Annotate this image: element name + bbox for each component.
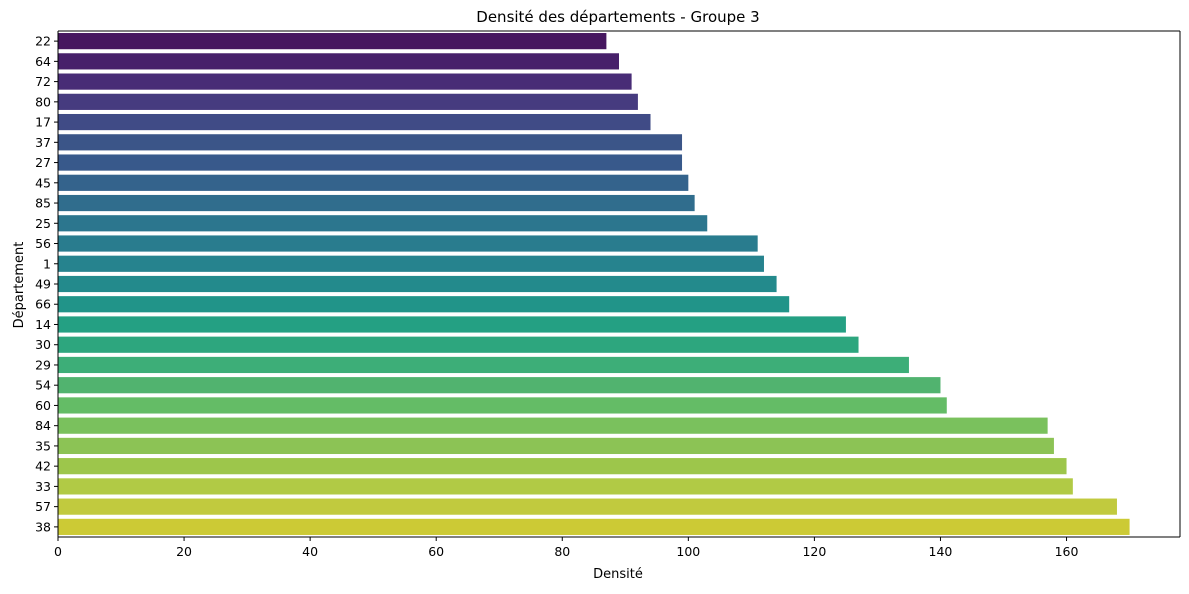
bars-group <box>58 33 1130 535</box>
y-tick-label: 60 <box>35 398 51 413</box>
y-tick-label: 66 <box>35 297 51 312</box>
x-tick-label: 80 <box>554 544 570 559</box>
x-tick-label: 140 <box>929 544 953 559</box>
bar-64 <box>58 53 619 70</box>
chart-title: Densité des départements - Groupe 3 <box>476 8 759 26</box>
y-tick-label: 85 <box>35 196 51 211</box>
bar-72 <box>58 73 632 90</box>
x-tick-label: 20 <box>176 544 192 559</box>
x-axis-ticks: 0 20 40 60 80 100 120 140 160 <box>54 537 1079 559</box>
bar-57 <box>58 498 1117 515</box>
y-tick-label: 56 <box>35 236 51 251</box>
bar-80 <box>58 93 638 110</box>
bar-33 <box>58 478 1073 495</box>
bar-29 <box>58 356 909 374</box>
bar-54 <box>58 377 941 394</box>
x-tick-label: 100 <box>676 544 700 559</box>
x-tick-label: 0 <box>54 544 62 559</box>
y-tick-label: 37 <box>35 135 51 150</box>
y-tick-label: 14 <box>35 317 51 332</box>
bar-27 <box>58 154 683 171</box>
bar-85 <box>58 194 695 212</box>
y-tick-label: 54 <box>35 378 51 393</box>
y-tick-label: 38 <box>35 519 51 534</box>
y-tick-label: 80 <box>35 94 51 109</box>
y-tick-label: 1 <box>43 256 51 271</box>
y-tick-label: 64 <box>35 54 51 69</box>
y-tick-label: 22 <box>35 34 51 49</box>
y-tick-label: 42 <box>35 459 51 474</box>
y-tick-label: 33 <box>35 479 51 494</box>
bar-37 <box>58 134 683 151</box>
x-tick-label: 120 <box>802 544 826 559</box>
y-axis-ticks: 22 64 72 80 17 37 27 45 85 25 56 1 49 66 14 30 29 54 60 84 3… <box>35 34 58 534</box>
y-tick-label: 25 <box>35 216 51 231</box>
x-axis-label: Densité <box>593 567 643 582</box>
bar-1 <box>58 255 764 272</box>
bar-49 <box>58 275 777 293</box>
bar-17 <box>58 113 651 131</box>
y-tick-label: 30 <box>35 337 51 352</box>
y-tick-label: 72 <box>35 74 51 89</box>
x-tick-label: 160 <box>1055 544 1079 559</box>
bar-25 <box>58 215 708 232</box>
bar-66 <box>58 296 790 313</box>
bar-14 <box>58 316 846 333</box>
y-tick-label: 45 <box>35 175 51 190</box>
bar-56 <box>58 235 758 252</box>
y-tick-label: 17 <box>35 115 51 130</box>
bar-38 <box>58 518 1130 535</box>
bar-84 <box>58 417 1048 434</box>
bar-30 <box>58 336 859 353</box>
y-tick-label: 84 <box>35 418 51 433</box>
bar-42 <box>58 458 1067 475</box>
y-tick-label: 29 <box>35 357 51 372</box>
y-tick-label: 49 <box>35 277 51 292</box>
y-tick-label: 35 <box>35 438 51 453</box>
bar-60 <box>58 397 947 414</box>
bar-22 <box>58 33 607 50</box>
x-tick-label: 60 <box>428 544 444 559</box>
x-tick-label: 40 <box>302 544 318 559</box>
y-tick-label: 27 <box>35 155 51 170</box>
bar-45 <box>58 174 689 191</box>
y-axis-label: Département <box>12 242 27 329</box>
bar-35 <box>58 437 1054 455</box>
y-tick-label: 57 <box>35 499 51 514</box>
